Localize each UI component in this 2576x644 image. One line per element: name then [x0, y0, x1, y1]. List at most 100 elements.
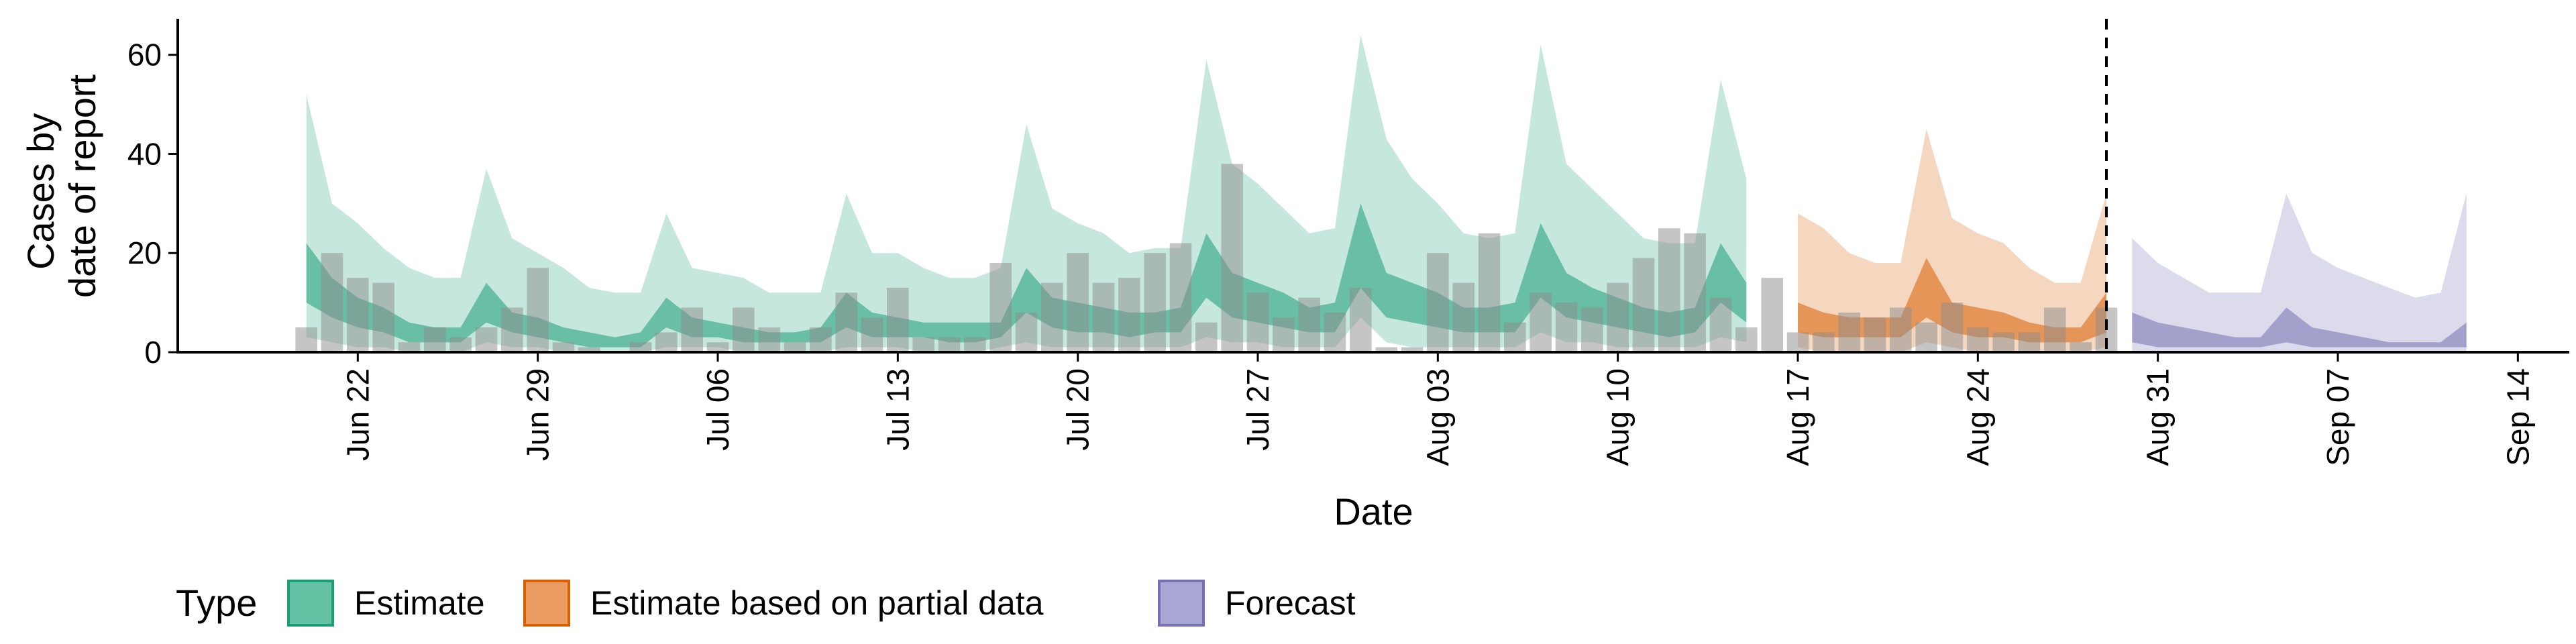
reported-cases-bar: [1427, 253, 1449, 352]
reported-cases-bar: [372, 282, 394, 352]
reported-cases-bar: [1915, 322, 1937, 352]
reported-cases-bar: [758, 327, 780, 352]
reported-cases-bar: [1504, 322, 1526, 352]
y-tick-label: 40: [127, 136, 162, 171]
y-axis-title: Cases by date of report: [19, 74, 103, 299]
reported-cases-bar: [501, 307, 523, 352]
reported-cases-bar: [706, 342, 729, 352]
x-tick-label: Aug 10: [1601, 368, 1635, 466]
reported-cases-bar: [887, 288, 909, 352]
reported-cases-bar: [835, 292, 857, 352]
reported-cases-bar: [1786, 332, 1809, 352]
legend-swatch: [287, 580, 334, 627]
x-tick-label: Sep 14: [2500, 368, 2535, 466]
reported-cases-bar: [1298, 297, 1320, 352]
x-axis-title: Date: [1334, 490, 1413, 533]
x-tick-label: Aug 03: [1420, 368, 1455, 466]
reported-cases-bar: [424, 327, 446, 352]
forecast-band-50: [2132, 307, 2467, 347]
reported-cases-bar: [655, 332, 678, 352]
reported-cases-bar: [321, 253, 343, 352]
reported-cases-bar: [398, 342, 421, 352]
reported-cases-bar: [681, 307, 703, 352]
y-ticks: 0 20 40 60: [127, 38, 178, 370]
reported-cases-bar: [449, 337, 472, 352]
reported-cases-bar: [1195, 322, 1218, 352]
reported-cases-bar: [1529, 292, 1552, 352]
x-tick-label: Jul 27: [1240, 368, 1275, 451]
x-tick-label: Jul 13: [880, 368, 915, 451]
reported-cases-bar: [552, 342, 575, 352]
x-tick-label: Sep 07: [2320, 368, 2355, 466]
reported-cases-bar: [1581, 307, 1603, 352]
reported-cases-bar: [1015, 312, 1038, 352]
reported-cases-bar: [1478, 233, 1501, 352]
estimate-band-50: [306, 203, 1747, 347]
legend-swatch: [1158, 580, 1205, 627]
reported-cases-bar: [1273, 317, 1295, 352]
legend: Type Estimate Estimate based on partial d…: [176, 580, 1356, 627]
y-axis-title-line-1: Cases by: [19, 113, 62, 270]
reported-cases-bar: [2018, 332, 2041, 352]
reported-cases-bar: [1684, 233, 1706, 352]
legend-item-label: Estimate: [354, 584, 485, 622]
reported-cases-bar: [1144, 253, 1166, 352]
reported-cases-bar: [1709, 297, 1732, 352]
x-tick-label: Jun 22: [340, 368, 375, 461]
reported-cases-bar: [2044, 307, 2066, 352]
reported-cases-bar: [527, 268, 549, 352]
legend-items: Estimate Estimate based on partial data Fo…: [287, 580, 1356, 627]
reported-cases-bar: [861, 317, 883, 352]
reported-cases-bar: [1607, 282, 1629, 352]
x-tick-label: Jul 06: [700, 368, 735, 451]
reported-cases-bar: [629, 342, 652, 352]
reported-cases-bar: [1967, 327, 1989, 352]
legend-item-label: Forecast: [1225, 584, 1356, 622]
reported-cases-bar: [1350, 288, 1372, 352]
x-tick-label: Jun 29: [521, 368, 555, 461]
reported-cases-bar: [475, 327, 498, 352]
reported-cases-bar: [989, 263, 1012, 352]
reported-cases-bar: [1324, 312, 1346, 352]
reported-cases-bar: [1813, 332, 1835, 352]
y-axis-title-line-2: date of report: [61, 74, 103, 299]
reported-cases-bar: [347, 278, 369, 352]
y-tick-label: 0: [144, 335, 162, 370]
x-tick-label: Aug 31: [2141, 368, 2176, 466]
reported-cases-bar: [912, 337, 934, 352]
reported-cases-bar: [1761, 278, 1783, 352]
forecast-band-90: [2132, 193, 2467, 352]
reported-cases-bar: [1118, 278, 1140, 352]
reported-cases-bar: [1169, 243, 1192, 352]
reported-cases-bar: [964, 337, 986, 352]
band-layer: [306, 35, 2467, 352]
reported-cases-bar: [1555, 303, 1578, 352]
x-tick-label: Aug 17: [1780, 368, 1815, 466]
reported-cases-bar: [733, 307, 755, 352]
reported-cases-bar: [295, 327, 317, 352]
estimate-based-on-partial-data-band-90: [1798, 129, 2106, 352]
x-tick-label: Jul 20: [1061, 368, 1095, 451]
reported-cases-bar: [1452, 282, 1474, 352]
legend-title: Type: [176, 582, 257, 624]
reported-cases-bar: [1221, 164, 1243, 353]
reported-cases-bar: [1401, 347, 1424, 352]
reported-cases-bar: [1864, 317, 1886, 352]
reported-cases-bar: [1041, 282, 1063, 352]
reported-cases-bar: [1992, 332, 2015, 352]
reported-cases-bar: [938, 337, 961, 352]
axes-layer: [176, 19, 2569, 354]
reported-cases-bar: [1890, 307, 1912, 352]
x-ticks: Jun 22 Jun 29 Jul 06 Jul 13 Jul 20 Jul 27 Aug …: [340, 352, 2535, 466]
legend-item-label: Estimate based on partial data: [590, 584, 1044, 622]
reported-cases-bar: [1838, 312, 1860, 352]
reported-cases-bar: [784, 342, 806, 352]
bar-layer: [295, 164, 2118, 353]
reported-cases-bar: [810, 327, 832, 352]
reported-cases-bar: [1658, 228, 1680, 352]
reported-cases-bar: [1375, 347, 1397, 352]
reported-cases-bar: [1735, 327, 1758, 352]
reported-cases-bar: [1067, 253, 1089, 352]
